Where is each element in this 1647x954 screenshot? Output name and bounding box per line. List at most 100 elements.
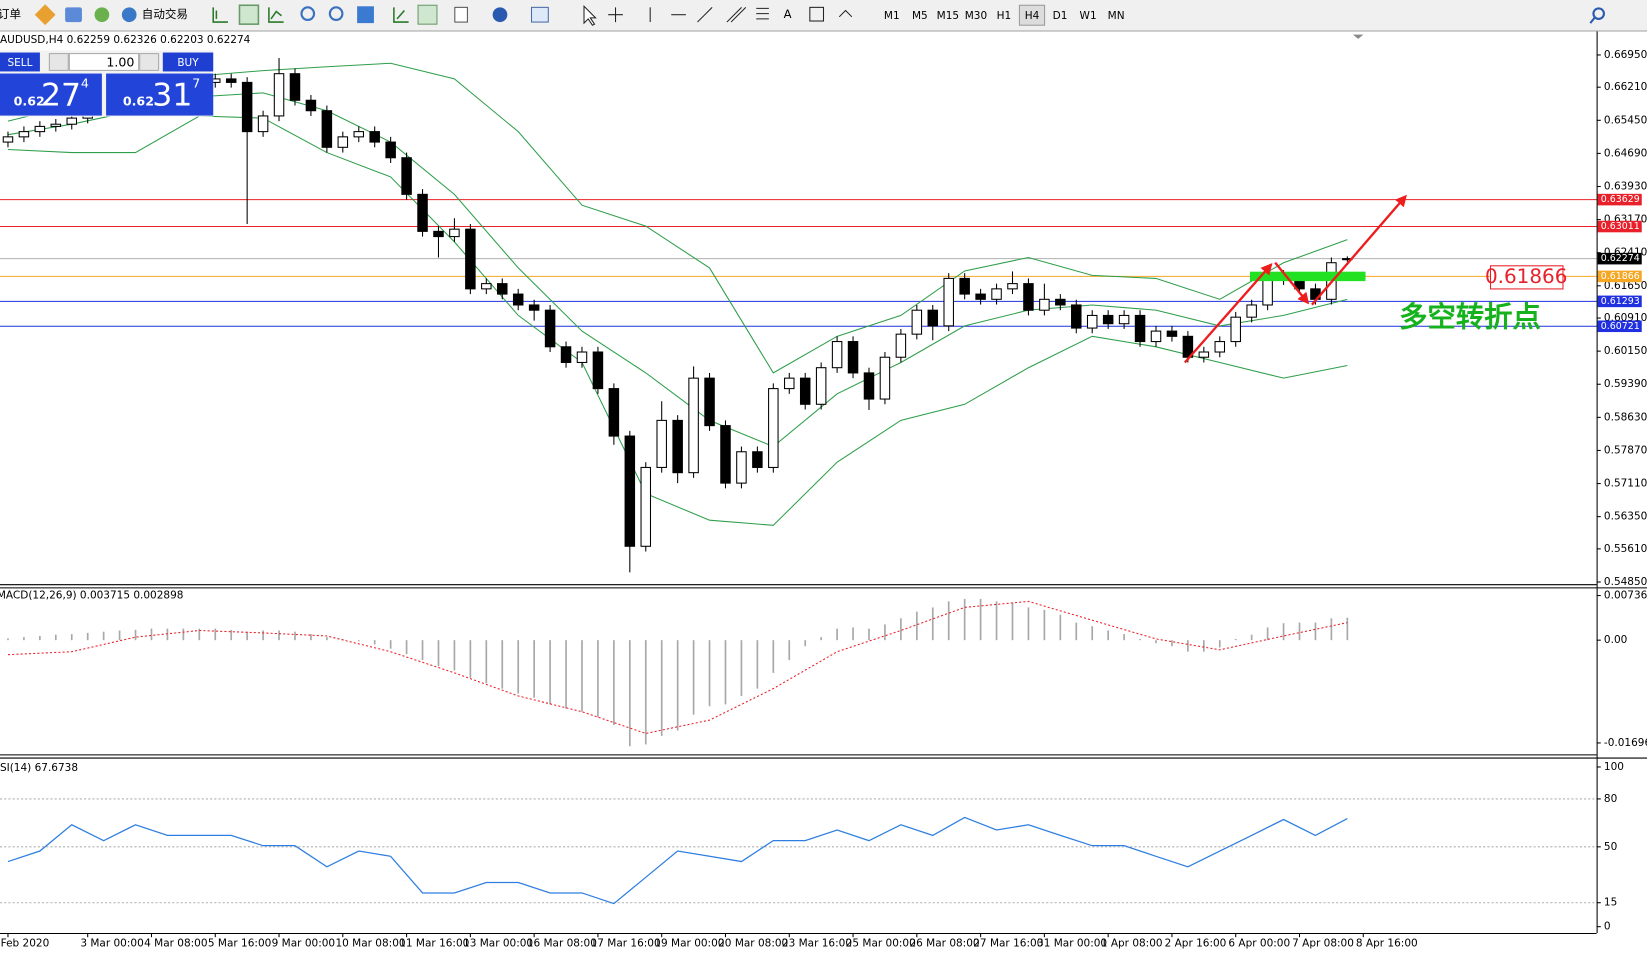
zoom-out[interactable]: [328, 6, 344, 22]
timeframe-button[interactable]: M1: [884, 10, 900, 22]
sell-button[interactable]: [0, 52, 40, 72]
icon[interactable]: [393, 7, 409, 23]
sell-price-box[interactable]: [0, 73, 102, 116]
y-tick-label: 0.55610: [1604, 543, 1647, 555]
timeframe-button[interactable]: W1: [1080, 10, 1097, 22]
lot-value[interactable]: 1.00: [106, 55, 134, 70]
y-tick-label: 0: [1604, 921, 1611, 933]
buy-button[interactable]: [162, 52, 214, 72]
icon[interactable]: [417, 4, 438, 25]
candle-body: [50, 123, 62, 127]
icon[interactable]: [94, 7, 110, 23]
price-label-bg: [1597, 320, 1642, 333]
sell-price-big[interactable]: 0.62: [14, 93, 45, 108]
drawn-arrows: [1183, 194, 1407, 364]
timeframe-button[interactable]: D1: [1053, 10, 1068, 22]
buy-price-pips[interactable]: 31: [152, 78, 192, 114]
icon[interactable]: [65, 7, 82, 23]
price-label: 0.62274: [1601, 253, 1640, 264]
x-tick-label: 31 Mar 00:00: [1037, 937, 1107, 949]
candle-body: [257, 115, 269, 133]
x-tick-label: 19 Mar 00:00: [654, 937, 724, 949]
sell-price-pips[interactable]: 27: [41, 78, 81, 114]
bollinger-middle: [7, 92, 1348, 448]
x-tick-label: 20 Mar 08:00: [718, 937, 788, 949]
zoom-in[interactable]: [300, 6, 316, 22]
sell-price-fraction[interactable]: 4: [81, 76, 89, 91]
crosshair-tool[interactable]: [608, 7, 623, 23]
arrow: [1311, 194, 1407, 306]
y-tick-label: 0.64690: [1604, 147, 1647, 159]
text-tool[interactable]: A: [784, 7, 792, 21]
arrows-tool[interactable]: [838, 9, 853, 18]
price-callout: 0.61866: [1485, 264, 1567, 288]
order-button[interactable]: 订单: [0, 7, 21, 21]
timeframe-button[interactable]: M5: [912, 10, 928, 22]
x-tick-label: 1 Apr 08:00: [1101, 937, 1163, 949]
x-tick-label: 5 Mar 16:00: [208, 937, 271, 949]
x-tick-label: 13 Mar 00:00: [463, 937, 533, 949]
y-tick-label: -0.01696: [1604, 737, 1647, 749]
x-tick-label: 26 Mar 08:00: [909, 937, 979, 949]
search[interactable]: [1592, 7, 1605, 20]
y-tick-label: 0.57870: [1604, 444, 1647, 456]
timeframe-button[interactable]: MN: [1108, 10, 1125, 22]
buy-price-big[interactable]: 0.62: [123, 93, 154, 108]
icon[interactable]: [212, 7, 228, 23]
channel-tool[interactable]: [726, 6, 747, 23]
indicators[interactable]: [454, 6, 468, 23]
price-label: 0.60721: [1601, 321, 1640, 332]
y-tick-label: 0.63930: [1604, 181, 1647, 193]
periods[interactable]: [492, 7, 508, 23]
price-label: 0.63629: [1601, 194, 1640, 205]
timeframe-button[interactable]: H1: [997, 10, 1012, 22]
lot-up[interactable]: [139, 53, 160, 71]
candle-body: [927, 309, 939, 327]
candle-body: [34, 125, 46, 133]
y-tick-label: 100: [1604, 761, 1624, 773]
candle-body: [544, 309, 556, 348]
buy-price-fraction[interactable]: 7: [192, 76, 200, 91]
buy-label[interactable]: BUY: [177, 57, 199, 69]
candle-body: [1007, 283, 1018, 290]
price-label-bg: [1597, 220, 1642, 233]
price-label: 0.61293: [1601, 296, 1640, 307]
x-tick-label: 10 Mar 08:00: [335, 937, 405, 949]
candle-body: [863, 372, 875, 400]
timeframe-button[interactable]: M30: [965, 10, 987, 22]
timeframe-active[interactable]: [1018, 4, 1046, 26]
candle-body: [1166, 330, 1178, 337]
icon[interactable]: [268, 7, 284, 23]
icon[interactable]: [121, 7, 137, 23]
cursor-tool[interactable]: [583, 5, 597, 26]
autotrade-button[interactable]: 自动交易: [142, 7, 188, 21]
y-tick-label: 0.54850: [1604, 576, 1647, 588]
templates[interactable]: [530, 6, 549, 23]
tile-windows[interactable]: [357, 6, 374, 24]
label-tool[interactable]: [809, 6, 825, 22]
trendline-tool[interactable]: [697, 6, 713, 23]
macd-title: MACD(12,26,9) 0.003715 0.002898: [0, 590, 183, 602]
lot-down[interactable]: [48, 53, 69, 71]
price-label-bg: [1597, 252, 1642, 265]
y-tick-label: 0.61650: [1604, 280, 1647, 292]
candle-body: [768, 388, 779, 468]
icon[interactable]: [238, 4, 260, 25]
buy-price-box[interactable]: [106, 73, 214, 116]
timeframe-button[interactable]: M15: [937, 10, 959, 22]
timeframe-group: M1 M5 M15 M30 H1 H4 D1 W1 MN: [884, 4, 1125, 26]
y-tick-label: 15: [1604, 897, 1617, 909]
sell-label[interactable]: SELL: [7, 57, 32, 69]
x-tick-label: Feb 2020: [1, 937, 50, 949]
lot-input[interactable]: [68, 53, 140, 71]
y-tick-label: 50: [1604, 841, 1617, 853]
candle-body: [417, 193, 428, 232]
timeframe-button[interactable]: H4: [1025, 10, 1040, 22]
y-tick-label: 0.65450: [1604, 114, 1647, 126]
candle-body: [720, 425, 731, 484]
candle-body: [2, 136, 14, 143]
fibo-tool[interactable]: [756, 7, 769, 20]
search[interactable]: [1589, 17, 1596, 24]
candle-body: [704, 377, 715, 427]
price-label: 0.61866: [1601, 271, 1640, 282]
